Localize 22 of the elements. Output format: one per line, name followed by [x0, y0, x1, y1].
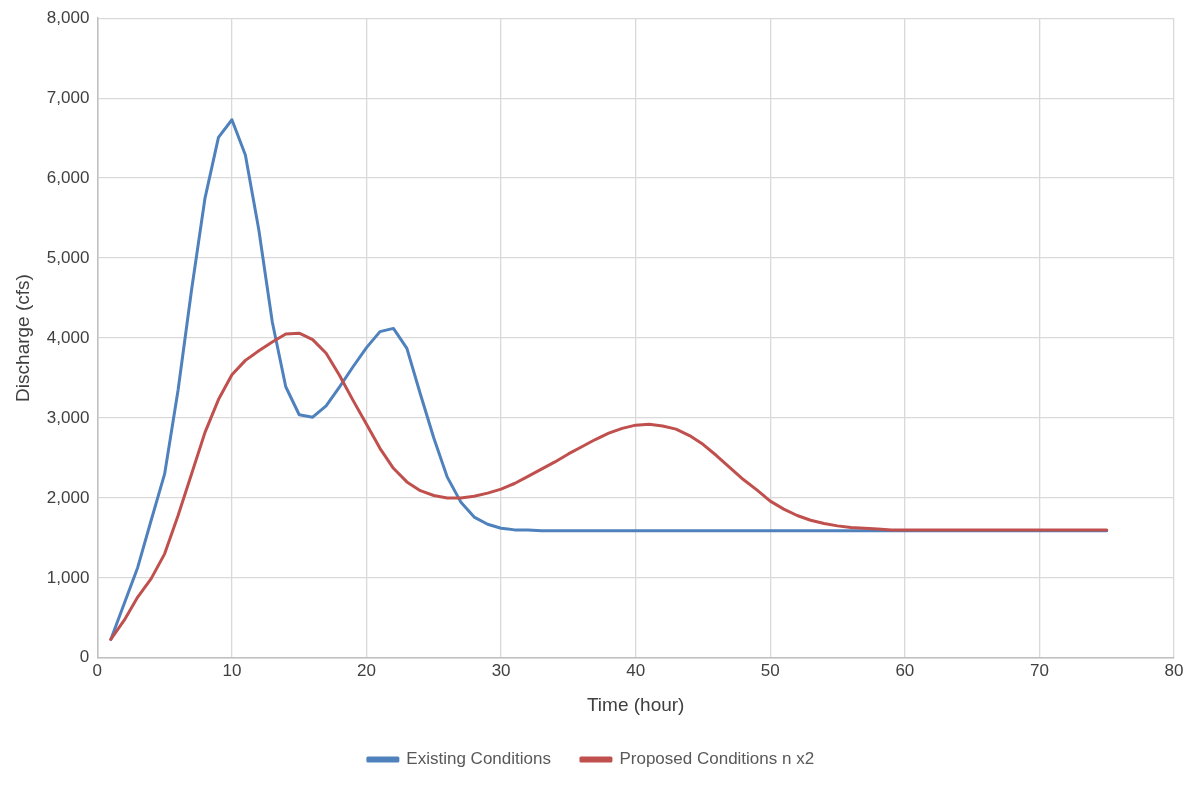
y-tick-label: 8,000	[46, 7, 90, 27]
y-tick-label: 1,000	[46, 567, 90, 587]
y-tick-label: 7,000	[46, 87, 90, 107]
y-tick-label: 3,000	[46, 407, 90, 427]
x-tick-label: 50	[760, 660, 780, 680]
x-tick-label: 30	[491, 660, 511, 680]
x-tick-label: 10	[222, 660, 242, 680]
x-tick-label: 70	[1029, 660, 1049, 680]
y-tick-label: 2,000	[46, 487, 90, 507]
x-axis-title: Time (hour)	[586, 693, 685, 715]
y-tick-label: 6,000	[46, 167, 90, 187]
legend-label: Proposed Conditions n x2	[619, 749, 815, 769]
y-axis-title: Discharge (cfs)	[11, 274, 33, 402]
x-tick-label: 0	[92, 660, 103, 680]
legend-label: Existing Conditions	[406, 749, 551, 769]
y-tick-label: 5,000	[46, 247, 90, 267]
x-tick-label: 20	[357, 660, 376, 680]
y-tick-label: 4,000	[46, 327, 90, 347]
x-tick-label: 80	[1164, 660, 1184, 680]
y-tick-label: 0	[79, 647, 90, 667]
x-tick-label: 40	[626, 660, 646, 680]
x-tick-label: 60	[895, 660, 915, 680]
